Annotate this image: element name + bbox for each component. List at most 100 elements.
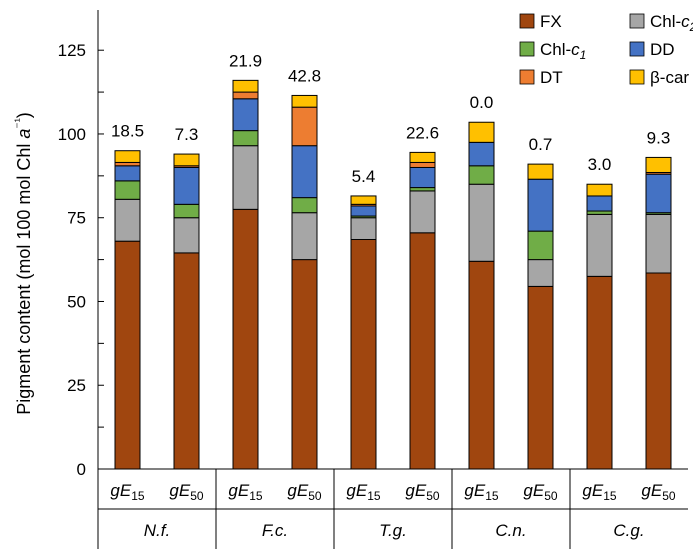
- bar-segment-chl-c2: [291, 212, 318, 261]
- bar-top-label: 42.8: [288, 66, 321, 85]
- x-tick-label: gE50: [641, 481, 675, 503]
- bar-segment-chl-c2: [468, 183, 495, 262]
- bar-segment-fx: [645, 272, 672, 470]
- bar-segment-chl-c2: [173, 217, 200, 254]
- y-axis-title: Pigment content (mol 100 mol Chl a⁻¹): [12, 112, 34, 415]
- bar-segment-dd: [468, 141, 495, 167]
- bar-segment-chl-c1: [468, 165, 495, 185]
- x-tick-label: gE50: [287, 481, 321, 503]
- bar-segment-fx: [527, 285, 554, 470]
- legend-swatch: [629, 13, 645, 29]
- legend-swatch: [519, 41, 535, 57]
- bar-segment-chl-c2: [114, 198, 141, 242]
- bar-segment--car: [586, 183, 613, 197]
- bar-segment--car: [232, 79, 259, 93]
- bar-top-label: 0.0: [470, 93, 494, 112]
- bar-segment-dd: [409, 166, 436, 189]
- bar-segment-chl-c1: [527, 230, 554, 261]
- bar-segment-chl-c1: [114, 180, 141, 200]
- y-tick-label: 125: [58, 41, 86, 60]
- legend-label: DD: [650, 40, 675, 59]
- y-tick-label: 100: [58, 125, 86, 144]
- bar-segment--car: [527, 163, 554, 180]
- bar-segment--car: [645, 156, 672, 173]
- x-tick-label: gE15: [346, 481, 380, 503]
- x-tick-label: gE50: [169, 481, 203, 503]
- legend: FX Chl-c2 Chl-c1 DD DT β-car: [519, 12, 693, 87]
- y-tick-label: 0: [77, 460, 86, 479]
- bar-top-label: 3.0: [588, 155, 612, 174]
- legend-swatch: [519, 69, 535, 85]
- data-labels: 18.5 7.3 21.9 42.8 5.4 22.6 0.0 0.7 3.0 9.3: [111, 51, 670, 186]
- bar-segment-fx: [291, 259, 318, 470]
- bar-segment-dd: [291, 145, 318, 199]
- group-label: N.f.: [144, 521, 170, 540]
- bar-segment-fx: [232, 208, 259, 470]
- legend-label: Chl-c2: [650, 12, 693, 34]
- bar-segment--car: [291, 94, 318, 108]
- bar-segment--car: [409, 151, 436, 163]
- bar-segment-fx: [173, 252, 200, 470]
- group-label: C.g.: [613, 521, 644, 540]
- bar-segment-dd: [527, 178, 554, 232]
- x-tick-label: gE15: [110, 481, 144, 503]
- bar-segment--car: [468, 121, 495, 143]
- bar-segment-fx: [114, 240, 141, 470]
- bar-segment-chl-c1: [173, 203, 200, 219]
- x-tick-label: gE50: [405, 481, 439, 503]
- bar-segment-chl-c2: [527, 259, 554, 287]
- x-axis: gE15 gE50 gE15 gE50 gE15 gE50 gE15 gE50 gE15 gE50…: [98, 469, 688, 549]
- bar-segment-chl-c1: [291, 197, 318, 214]
- bar-segment-dd: [350, 205, 377, 217]
- x-tick-label: gE15: [582, 481, 616, 503]
- bar-segment-chl-c2: [409, 190, 436, 234]
- bar-segment-dd: [645, 173, 672, 214]
- legend-label: DT: [540, 68, 563, 87]
- bar-segment-dt: [409, 161, 436, 168]
- bar-top-label: 18.5: [111, 122, 144, 141]
- bar-segment--car: [114, 150, 141, 163]
- bar-top-label: 0.7: [529, 135, 553, 154]
- bar-segment-dd: [173, 166, 200, 205]
- y-tick-label: 75: [67, 209, 86, 228]
- y-tick-label: 50: [67, 292, 86, 311]
- bar-segment-fx: [468, 260, 495, 470]
- legend-swatch: [629, 69, 645, 85]
- bar-segment-chl-c2: [232, 145, 259, 210]
- bar-segment-chl-c2: [645, 213, 672, 274]
- bar-segment-fx: [409, 232, 436, 470]
- group-label: T.g.: [379, 521, 407, 540]
- bar-segment-chl-c1: [409, 187, 436, 192]
- bar-segment-dd: [232, 98, 259, 132]
- bar-top-label: 22.6: [406, 123, 439, 142]
- legend-swatch: [629, 41, 645, 57]
- bar-segment-chl-c2: [586, 213, 613, 277]
- bar-segment-chl-c2: [350, 217, 377, 240]
- x-tick-label: gE15: [228, 481, 262, 503]
- group-label: C.n.: [495, 521, 526, 540]
- legend-label: FX: [540, 12, 562, 31]
- bar-segment-fx: [350, 239, 377, 470]
- x-tick-label: gE50: [523, 481, 557, 503]
- legend-swatch: [519, 13, 535, 29]
- bar-top-label: 5.4: [352, 167, 376, 186]
- bar-top-label: 9.3: [647, 128, 671, 147]
- bar-segment-chl-c1: [232, 130, 259, 147]
- bar-top-label: 7.3: [175, 125, 199, 144]
- bar-segment--car: [350, 195, 377, 205]
- bar-segment-fx: [586, 275, 613, 470]
- bars: [114, 79, 672, 470]
- legend-label: β-car: [650, 68, 689, 87]
- bar-segment-dt: [114, 161, 141, 167]
- bar-top-label: 21.9: [229, 51, 262, 70]
- x-tick-label: gE15: [464, 481, 498, 503]
- bar-segment-dt: [291, 106, 318, 147]
- bar-segment--car: [173, 153, 200, 167]
- legend-label: Chl-c1: [540, 40, 586, 62]
- bar-segment-dd: [114, 165, 141, 182]
- group-label: F.c.: [262, 521, 288, 540]
- bar-segment-dd: [586, 195, 613, 212]
- bar-segment-dt: [232, 91, 259, 100]
- y-tick-label: 25: [67, 376, 86, 395]
